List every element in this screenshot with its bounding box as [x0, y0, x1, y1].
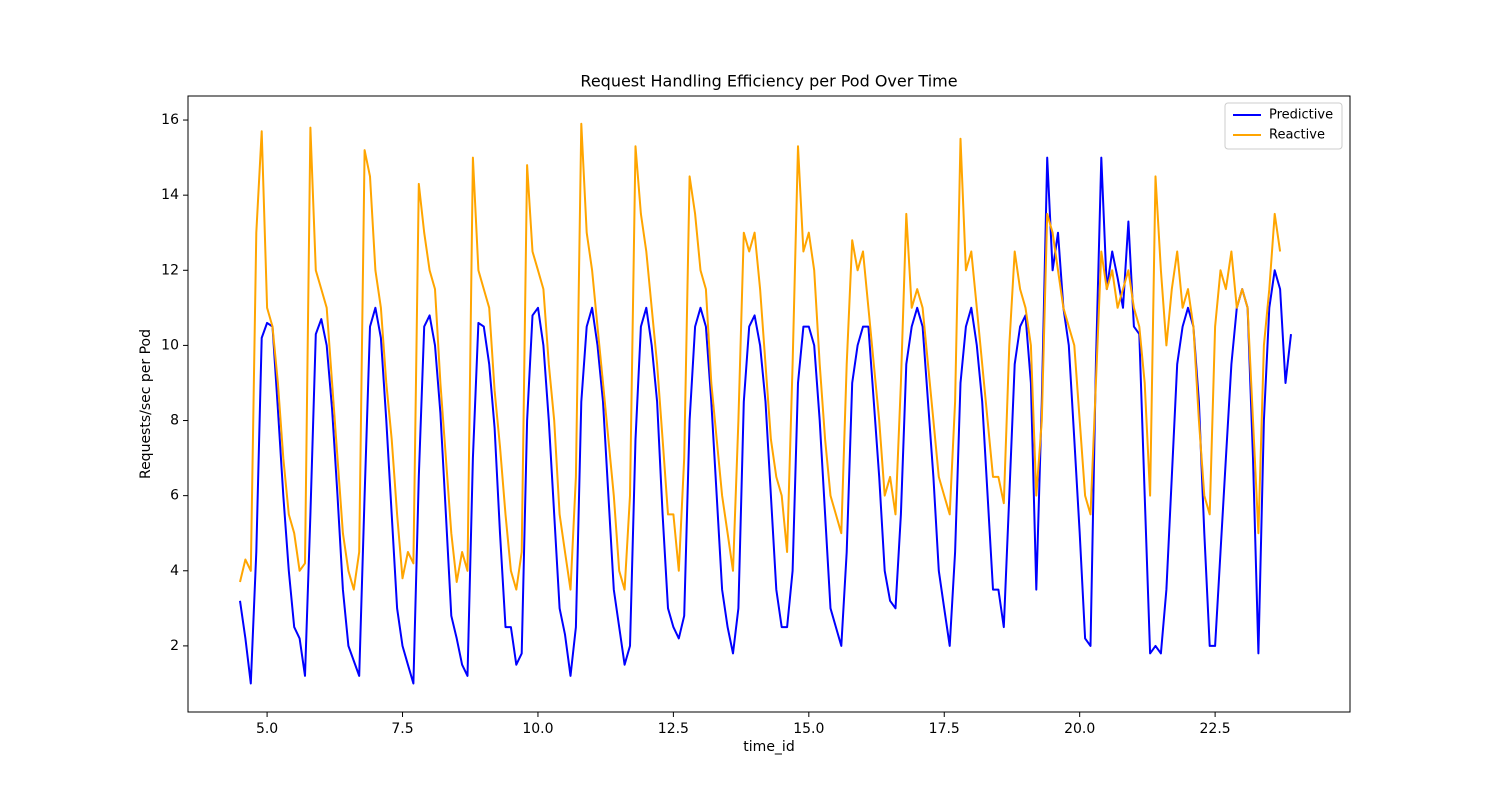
- y-tick-label: 4: [170, 563, 179, 579]
- y-tick-label: 8: [170, 413, 179, 429]
- x-tick-label: 10.0: [522, 721, 553, 737]
- y-tick-label: 12: [161, 262, 179, 278]
- axes-frame: [187, 95, 1351, 713]
- y-tick-label: 14: [161, 187, 179, 203]
- y-tick-label: 6: [170, 488, 179, 504]
- legend-label: Reactive: [1269, 128, 1325, 143]
- x-tick-label: 7.5: [391, 721, 413, 737]
- x-tick-label: 22.5: [1200, 721, 1231, 737]
- legend-label: Predictive: [1269, 108, 1333, 123]
- y-tick-label: 10: [161, 337, 179, 353]
- x-tick-label: 12.5: [658, 721, 689, 737]
- x-tick-label: 15.0: [793, 721, 824, 737]
- x-axis-label: time_id: [743, 739, 794, 755]
- chart-title: Request Handling Efficiency per Pod Over…: [580, 72, 957, 91]
- data-line: [239, 156, 1292, 685]
- y-axis-label: Requests/sec per Pod: [138, 329, 154, 479]
- legend: Predictive Reactive: [1224, 102, 1343, 150]
- plot-area: [239, 122, 1292, 685]
- y-tick-label: 2: [170, 638, 179, 654]
- x-tick-label: 20.0: [1064, 721, 1095, 737]
- y-tick-label: 16: [161, 112, 179, 128]
- x-tick-label: 17.5: [929, 721, 960, 737]
- data-line: [239, 122, 1282, 591]
- x-tick-label: 5.0: [256, 721, 278, 737]
